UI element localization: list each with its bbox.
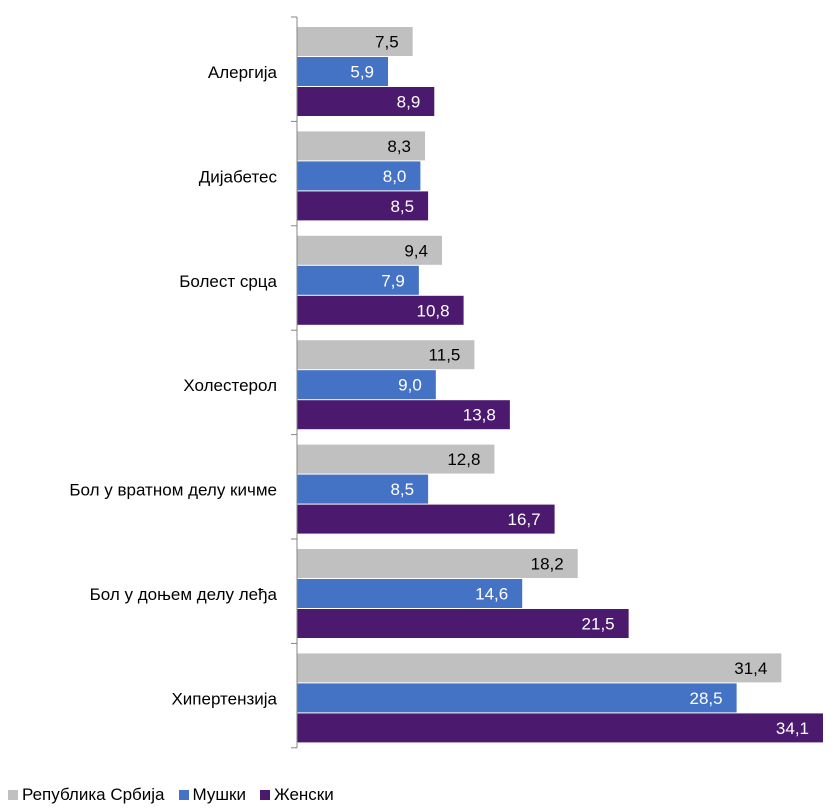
data-label-serbia: 8,3 (387, 137, 411, 156)
bar-female (297, 504, 555, 534)
legend-swatch-female (259, 790, 270, 800)
legend-item-female: Женски (259, 785, 334, 805)
category-labels-group: Алергија Дијабетес Болест срца Холестерол Бо… (69, 63, 277, 708)
bar-male (297, 161, 421, 191)
bar-female (297, 295, 464, 325)
data-label-male: 7,9 (381, 271, 405, 290)
category-label: Бол у вратном делу кичме (69, 481, 277, 500)
bar-male (297, 57, 389, 86)
data-label-male: 8,0 (383, 167, 407, 186)
data-label-male: 5,9 (350, 63, 374, 82)
bar-male (297, 579, 523, 608)
bar-female (297, 87, 435, 116)
bar-female (297, 609, 629, 638)
data-label-female: 21,5 (582, 615, 615, 634)
bar-male (297, 474, 429, 504)
data-label-serbia: 12,8 (447, 450, 480, 469)
legend-swatch-serbia (8, 790, 18, 800)
bar-male (297, 370, 436, 400)
category-label: Хипертензија (171, 689, 277, 708)
data-label-female: 8,5 (390, 197, 414, 216)
data-label-female: 8,9 (397, 93, 421, 112)
legend-item-serbia: Република Србија (8, 785, 165, 805)
data-label-serbia: 9,4 (404, 241, 428, 260)
data-label-female: 13,8 (463, 406, 496, 425)
category-label: Алергија (208, 63, 278, 82)
bar-female (297, 713, 823, 743)
bar-serbia (297, 235, 442, 265)
bar-serbia (297, 549, 578, 578)
legend-swatch-male (178, 790, 189, 800)
bar-serbia (297, 444, 495, 474)
data-label-male: 8,5 (390, 480, 414, 499)
legend-label-female: Женски (273, 785, 334, 804)
data-label-female: 16,7 (508, 510, 541, 529)
bar-male (297, 265, 419, 295)
data-label-serbia: 31,4 (734, 659, 767, 678)
category-label: Холестерол (183, 376, 277, 395)
data-label-male: 14,6 (475, 585, 508, 604)
bar-serbia (297, 27, 413, 56)
category-label: Бол у доњем делу леђа (90, 585, 278, 604)
category-label: Дијабетес (199, 167, 278, 186)
data-label-female: 34,1 (776, 719, 809, 738)
bar-female (297, 191, 429, 221)
data-label-serbia: 18,2 (531, 555, 564, 574)
data-label-female: 10,8 (416, 301, 449, 320)
data-label-serbia: 7,5 (375, 33, 399, 52)
bar-male (297, 683, 737, 713)
legend: Република Србија Мушки Женски (8, 785, 348, 805)
bar-serbia (297, 340, 475, 370)
bar-female (297, 400, 510, 430)
legend-item-male: Мушки (178, 785, 246, 805)
bars-group (297, 27, 823, 743)
legend-label-male: Мушки (192, 785, 246, 804)
bar-serbia (297, 653, 782, 683)
data-label-male: 9,0 (398, 376, 422, 395)
category-axis (291, 16, 298, 749)
legend-label-serbia: Република Србија (22, 785, 165, 804)
bar-serbia (297, 131, 426, 161)
value-labels-group: 7,55,9 8,9 8,3 8,0 8,5 9,4 7,9 10,8 11,5 9,0 13,8 1… (350, 33, 809, 738)
data-label-serbia: 11,5 (429, 346, 461, 365)
category-label: Болест срца (179, 272, 277, 291)
data-label-male: 28,5 (690, 689, 723, 708)
bar-chart: 7,55,9 8,9 8,3 8,0 8,5 9,4 7,9 10,8 11,5 9,0 13,8 1… (69, 16, 823, 749)
